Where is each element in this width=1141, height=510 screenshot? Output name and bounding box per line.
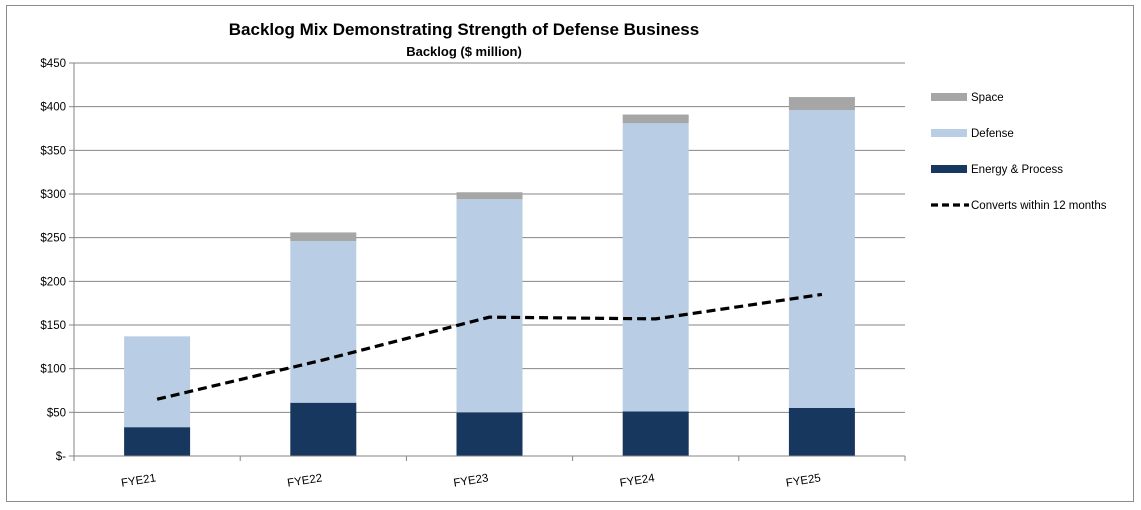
bar-defense-fye23 (456, 199, 523, 413)
legend-label-defense: Defense (971, 128, 1014, 140)
line-series (156, 292, 823, 401)
bar-space-fye22 (290, 232, 357, 242)
line-converts-within-12-months (156, 292, 823, 401)
bar-energy-process-fye21 (124, 427, 191, 456)
x-tick-label: FYE24 (619, 472, 656, 489)
y-tick-label: $250 (40, 233, 66, 245)
y-tick-label: $400 (40, 102, 66, 114)
bar-defense-fye24 (622, 123, 689, 412)
bar-energy-process-fye24 (622, 411, 689, 456)
y-tick-label: $300 (40, 189, 66, 201)
chart-frame: Backlog Mix Demonstrating Strength of De… (6, 5, 1134, 502)
legend-swatch-space (931, 93, 967, 101)
x-tick-label: FYE25 (785, 472, 822, 489)
y-tick-label: $- (56, 451, 66, 463)
y-tick-label: $200 (40, 276, 66, 288)
bar-defense-fye21 (124, 336, 191, 428)
x-tick-label: FYE21 (120, 472, 157, 489)
bar-energy-process-fye23 (456, 412, 523, 456)
legend-label-energy-process: Energy & Process (971, 164, 1063, 176)
bar-space-fye23 (456, 192, 523, 200)
bar-defense-fye25 (788, 110, 855, 408)
bar-series (124, 97, 855, 456)
bar-defense-fye22 (290, 241, 357, 403)
chart-title: Backlog Mix Demonstrating Strength of De… (229, 20, 699, 39)
legend-swatch-defense (931, 129, 967, 137)
y-tick-label: $150 (40, 320, 66, 332)
x-tick-label: FYE23 (453, 472, 490, 489)
x-tick-label: FYE22 (287, 472, 324, 489)
y-tick-label: $100 (40, 364, 66, 376)
bar-space-fye25 (788, 97, 855, 111)
chart-subtitle: Backlog ($ million) (406, 44, 522, 59)
legend-label-space: Space (971, 92, 1004, 104)
legend-swatch-energy-process (931, 165, 967, 173)
backlog-chart: Backlog Mix Demonstrating Strength of De… (40, 20, 1107, 490)
bar-energy-process-fye22 (290, 402, 357, 456)
y-tick-label: $350 (40, 145, 66, 157)
y-tick-label: $450 (40, 58, 66, 70)
bar-space-fye24 (622, 114, 689, 124)
bar-energy-process-fye25 (788, 407, 855, 456)
y-tick-label: $50 (47, 407, 66, 419)
legend: Space Defense Energy & Process Converts wit… (931, 92, 1107, 212)
axes: $- $50 $100 $150 $200 $250 $300 $350 $400 $450 FYE… (40, 58, 906, 490)
legend-label-converts-within-12-months: Converts within 12 months (971, 200, 1107, 212)
